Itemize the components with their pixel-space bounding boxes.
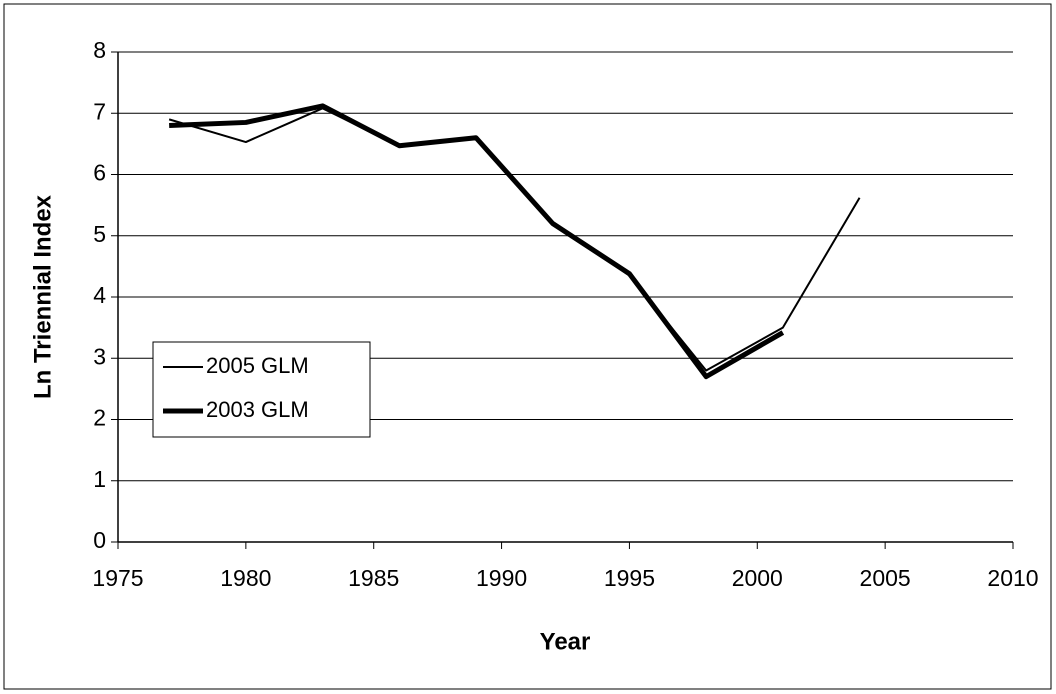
x-tick-label: 1990 <box>476 565 527 591</box>
y-tick-label: 7 <box>93 98 106 124</box>
y-tick-label: 0 <box>93 527 106 553</box>
x-tick-label: 1995 <box>604 565 655 591</box>
y-tick-label: 3 <box>93 343 106 369</box>
y-tick-label: 5 <box>93 221 106 247</box>
x-tick-label: 1975 <box>92 565 143 591</box>
x-tick-label: 1985 <box>348 565 399 591</box>
x-tick-label: 2005 <box>860 565 911 591</box>
x-axis-title: Year <box>540 628 591 655</box>
legend-box <box>152 341 371 438</box>
x-tick-label: 1980 <box>220 565 271 591</box>
x-tick-label: 2010 <box>987 565 1038 591</box>
series-line <box>169 103 785 380</box>
x-tick-label: 2000 <box>732 565 783 591</box>
y-tick-label: 1 <box>93 466 106 492</box>
y-tick-label: 2 <box>93 405 106 431</box>
legend-label: 2005 GLM <box>206 353 309 378</box>
y-tick-label: 6 <box>93 160 106 186</box>
y-axis-title: Ln Triennial Index <box>29 194 56 399</box>
y-tick-label: 8 <box>93 37 106 63</box>
y-tick-label: 4 <box>93 282 106 308</box>
legend-label: 2003 GLM <box>206 397 309 422</box>
